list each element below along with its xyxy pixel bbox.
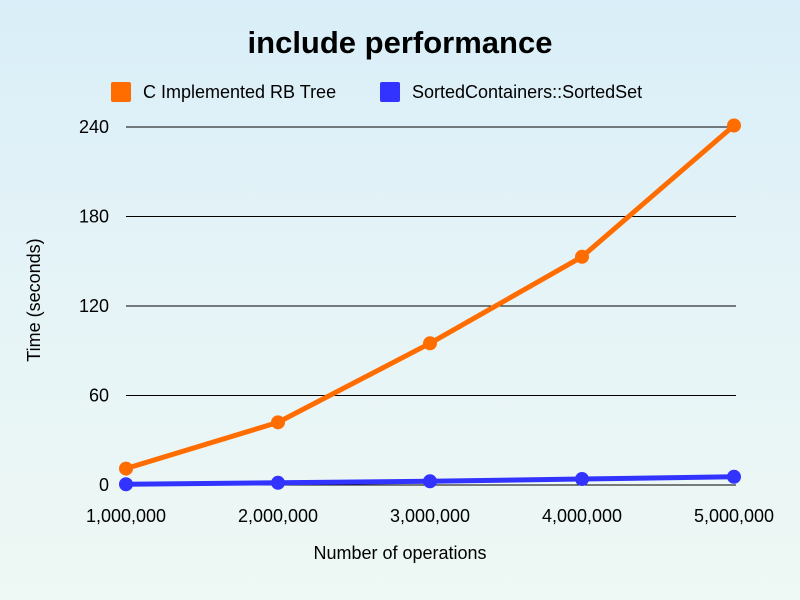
chart-title: include performance <box>248 25 553 60</box>
y-tick-label: 240 <box>79 117 109 137</box>
legend-item-sorted-set[interactable]: SortedContainers::SortedSet <box>380 82 642 102</box>
data-point[interactable] <box>119 461 133 476</box>
legend-label-sorted-set: SortedContainers::SortedSet <box>412 82 642 102</box>
x-tick-label: 3,000,000 <box>390 506 470 526</box>
legend-label-rb-tree: C Implemented RB Tree <box>143 82 336 102</box>
data-point[interactable] <box>727 469 741 484</box>
data-point[interactable] <box>119 477 133 492</box>
data-point[interactable] <box>271 475 285 490</box>
x-tick-label: 5,000,000 <box>694 506 774 526</box>
y-tick-label: 0 <box>99 475 109 495</box>
y-tick-label: 60 <box>89 386 109 406</box>
x-axis-label: Number of operations <box>313 543 486 563</box>
series-line <box>123 123 737 472</box>
data-point[interactable] <box>575 472 589 487</box>
legend: C Implemented RB Tree SortedContainers::… <box>111 82 642 102</box>
series-rb-tree <box>119 118 741 476</box>
legend-item-rb-tree[interactable]: C Implemented RB Tree <box>111 82 336 102</box>
y-axis-ticks: 0 60 120 180 240 <box>79 117 109 495</box>
y-axis-label: Time (seconds) <box>24 238 44 361</box>
grid-lines <box>126 126 736 486</box>
data-point[interactable] <box>727 118 741 133</box>
y-tick-label: 180 <box>79 207 109 227</box>
data-point[interactable] <box>271 415 285 430</box>
series-layer <box>119 118 741 492</box>
data-point[interactable] <box>423 336 437 351</box>
legend-swatch-sorted-set <box>380 82 400 102</box>
legend-swatch-rb-tree <box>111 82 131 102</box>
data-point[interactable] <box>423 474 437 489</box>
data-point[interactable] <box>575 249 589 264</box>
x-tick-label: 4,000,000 <box>542 506 622 526</box>
x-axis-ticks: 1,000,000 2,000,000 3,000,000 4,000,000 5,00… <box>86 506 774 526</box>
series-sorted-set <box>119 469 741 492</box>
y-tick-label: 120 <box>79 296 109 316</box>
x-tick-label: 2,000,000 <box>238 506 318 526</box>
x-tick-label: 1,000,000 <box>86 506 166 526</box>
